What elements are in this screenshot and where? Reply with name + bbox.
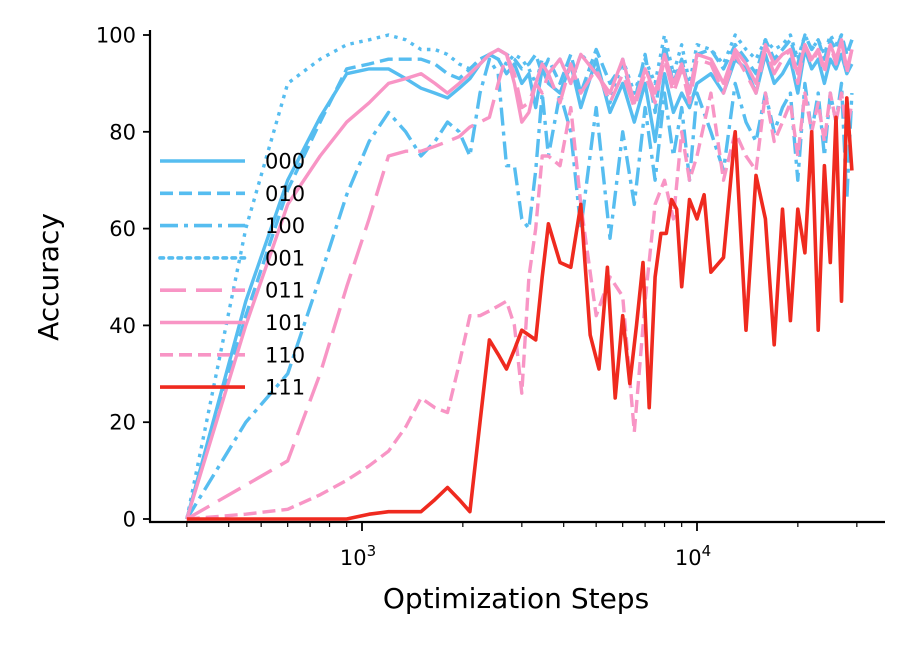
series-line-001 bbox=[185, 33, 854, 520]
legend-label-110: 110 bbox=[265, 343, 305, 367]
series-line-111 bbox=[186, 96, 854, 521]
y-tick-label: 80 bbox=[109, 120, 136, 144]
legend-label-111: 111 bbox=[265, 376, 305, 400]
x-ticks: 103 104 bbox=[186, 522, 858, 570]
x-tick-label: 104 bbox=[675, 542, 711, 570]
y-tick-label: 40 bbox=[109, 314, 136, 338]
legend-label-010: 010 bbox=[265, 182, 305, 206]
y-tick-label: 100 bbox=[96, 24, 136, 48]
x-tick-label: 103 bbox=[340, 542, 376, 570]
legend-label-011: 011 bbox=[265, 279, 305, 303]
x-axis-title: Optimization Steps bbox=[383, 582, 649, 615]
y-tick-label: 60 bbox=[109, 217, 136, 241]
y-axis-title: Accuracy bbox=[32, 213, 65, 341]
legend-label-001: 001 bbox=[265, 246, 305, 270]
series-line-101 bbox=[185, 38, 854, 520]
series-line-110 bbox=[186, 91, 854, 521]
series-line-100 bbox=[185, 57, 854, 520]
series-line-010 bbox=[185, 33, 854, 520]
series-line-011 bbox=[185, 38, 854, 521]
y-tick-label: 0 bbox=[123, 508, 136, 532]
y-tick-label: 20 bbox=[109, 411, 136, 435]
legend-label-100: 100 bbox=[265, 214, 305, 238]
legend-label-101: 101 bbox=[265, 311, 305, 335]
legend-label-000: 000 bbox=[265, 150, 305, 174]
series-line-000 bbox=[185, 47, 854, 520]
y-ticks: 0 20 40 60 80 100 bbox=[96, 24, 150, 532]
legend: 000 010 100 001 011 101 110 111 bbox=[158, 150, 305, 400]
series-layer bbox=[185, 33, 854, 521]
